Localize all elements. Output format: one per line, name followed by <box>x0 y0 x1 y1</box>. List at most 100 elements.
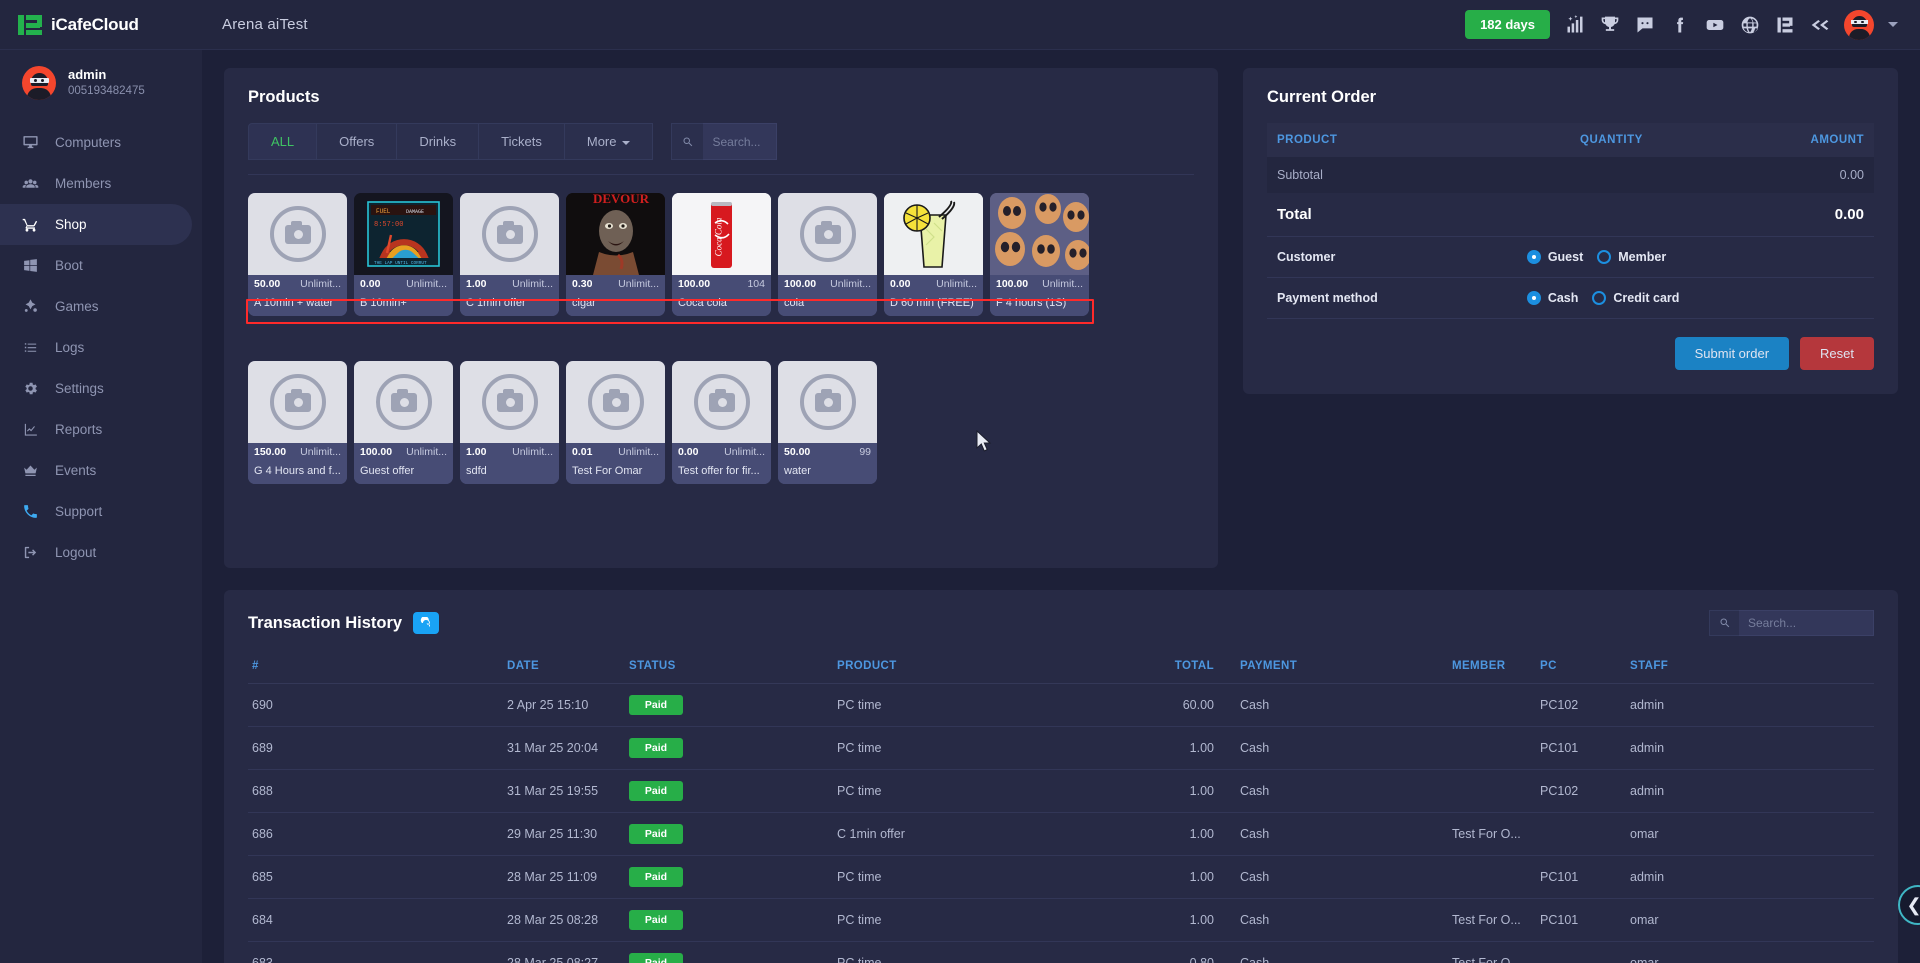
profile-id: 005193482475 <box>68 85 145 98</box>
product-card[interactable]: 0.00 Unlimit... Test offer for fir... <box>672 361 771 484</box>
globe-icon[interactable] <box>1739 14 1760 35</box>
page-content: Products ALL Offers Drinks Tickets More <box>202 50 1920 963</box>
submit-order-button[interactable]: Submit order <box>1674 337 1790 370</box>
top-panels-row: Products ALL Offers Drinks Tickets More <box>224 68 1898 568</box>
cell-product: C 1min offer <box>833 812 1163 856</box>
sidebar-item-boot[interactable]: Boot <box>0 245 202 286</box>
sidebar-profile[interactable]: admin 005193482475 <box>0 50 202 116</box>
status-badge: Paid <box>629 695 683 715</box>
tab-drinks[interactable]: Drinks <box>397 123 480 160</box>
sidebar-item-reports[interactable]: Reports <box>0 409 202 450</box>
product-card[interactable]: 100.00 Unlimit... Guest offer <box>354 361 453 484</box>
windows-icon <box>22 257 39 274</box>
sidebar-item-label: Computers <box>55 135 122 150</box>
product-meta: 50.00 99 <box>778 443 877 461</box>
col-payment[interactable]: PAYMENT <box>1218 650 1448 684</box>
sidebar-item-shop[interactable]: Shop <box>0 204 192 245</box>
tab-offers[interactable]: Offers <box>317 123 398 160</box>
product-card[interactable]: DEVOUR <box>566 193 665 316</box>
camera-placeholder-icon <box>693 374 750 430</box>
products-search-input[interactable] <box>703 123 778 160</box>
cell-staff: omar <box>1626 898 1874 942</box>
product-price: 100.00 <box>996 278 1029 290</box>
refresh-icon[interactable] <box>413 612 440 634</box>
site-title: Arena aiTest <box>222 16 308 33</box>
product-card[interactable]: 150.00 Unlimit... G 4 Hours and f... <box>248 361 347 484</box>
search-icon[interactable] <box>671 123 704 160</box>
trophy-icon[interactable] <box>1599 14 1620 35</box>
radio-cash[interactable]: Cash <box>1526 291 1578 305</box>
radio-member-label: Member <box>1618 250 1667 264</box>
table-row[interactable]: 690 2 Apr 25 15:10 Paid PC time 60.00 Ca… <box>248 683 1874 727</box>
product-thumbnail <box>672 361 771 443</box>
radio-credit-card[interactable]: Credit card <box>1592 291 1679 305</box>
table-row[interactable]: 688 31 Mar 25 19:55 Paid PC time 1.00 Ca… <box>248 769 1874 813</box>
sidebar-item-computers[interactable]: Computers <box>0 122 202 163</box>
product-card[interactable]: 0.00 Unlimit... D 60 min (FREE) <box>884 193 983 316</box>
product-name: C 1min offer <box>460 293 559 316</box>
sidebar-item-members[interactable]: Members <box>0 163 202 204</box>
camera-placeholder-icon <box>269 374 326 430</box>
product-card[interactable]: 100.00 Unlimit... F 4 hours (1S) <box>990 193 1089 316</box>
product-thumbnail <box>248 193 347 275</box>
product-stock: Unlimit... <box>936 278 977 290</box>
days-remaining-badge[interactable]: 182 days <box>1465 10 1550 39</box>
sidebar-item-logs[interactable]: Logs <box>0 327 202 368</box>
user-avatar[interactable] <box>1844 9 1874 40</box>
col-pc[interactable]: PC <box>1536 650 1626 684</box>
radio-member[interactable]: Member <box>1597 250 1666 264</box>
coca-cola-artwork: Coca Cola <box>672 193 771 275</box>
tab-more[interactable]: More <box>564 123 654 160</box>
discord-icon[interactable] <box>1634 14 1655 35</box>
cell-total: 60.00 <box>1163 683 1218 727</box>
product-card[interactable]: 1.00 Unlimit... sdfd <box>460 361 559 484</box>
tab-all[interactable]: ALL <box>248 123 318 160</box>
product-card[interactable]: 50.00 99 water <box>778 361 877 484</box>
divider <box>248 174 1194 175</box>
order-col-amount: AMOUNT <box>1706 123 1874 157</box>
chevron-down-icon[interactable] <box>1888 22 1898 27</box>
search-icon[interactable] <box>1709 610 1739 636</box>
cell-payment: Cash <box>1218 683 1448 727</box>
product-card[interactable]: 0.01 Unlimit... Test For Omar <box>566 361 665 484</box>
product-card[interactable]: 100.00 Unlimit... cola <box>778 193 877 316</box>
sidebar-item-games[interactable]: Games <box>0 286 202 327</box>
cell-staff: omar <box>1626 812 1874 856</box>
col-id[interactable]: # <box>248 650 503 684</box>
products-title: Products <box>248 88 320 106</box>
panel-collapse-toggle[interactable]: ❮ <box>1898 885 1920 925</box>
col-staff[interactable]: STAFF <box>1626 650 1874 684</box>
youtube-icon[interactable] <box>1704 14 1725 35</box>
col-date[interactable]: DATE <box>503 650 625 684</box>
facebook-icon[interactable] <box>1669 14 1690 35</box>
sidebar-item-logout[interactable]: Logout <box>0 532 202 573</box>
col-product[interactable]: PRODUCT <box>833 650 1163 684</box>
col-member[interactable]: MEMBER <box>1448 650 1536 684</box>
tab-tickets[interactable]: Tickets <box>479 123 565 160</box>
cell-payment: Cash <box>1218 941 1448 963</box>
icafecloud-icon[interactable] <box>1774 14 1795 35</box>
table-row[interactable]: 684 28 Mar 25 08:28 Paid PC time 1.00 Ca… <box>248 898 1874 942</box>
sidebar-item-events[interactable]: Events <box>0 450 202 491</box>
status-badge: Paid <box>629 781 683 801</box>
product-card[interactable]: Coca Cola 100.00 104 Coca cola <box>672 193 771 316</box>
table-row[interactable]: 683 28 Mar 25 08:27 Paid PC time 0.80 Ca… <box>248 941 1874 963</box>
product-card[interactable]: 1.00 Unlimit... C 1min offer <box>460 193 559 316</box>
snail-logo-icon[interactable] <box>1809 14 1830 35</box>
stats-icon[interactable] <box>1564 14 1585 35</box>
col-status[interactable]: STATUS <box>625 650 833 684</box>
product-card[interactable]: 50.00 Unlimit... A 10min + water <box>248 193 347 316</box>
radio-guest[interactable]: Guest <box>1526 250 1583 264</box>
table-row[interactable]: 689 31 Mar 25 20:04 Paid PC time 1.00 Ca… <box>248 726 1874 770</box>
col-total[interactable]: TOTAL <box>1163 650 1218 684</box>
transaction-search-input[interactable] <box>1739 610 1874 636</box>
cell-total: 1.00 <box>1163 769 1218 813</box>
transaction-title: Transaction History <box>248 613 403 632</box>
reset-button[interactable]: Reset <box>1800 337 1874 370</box>
brand-logo[interactable]: iCafeCloud <box>0 0 202 50</box>
table-row[interactable]: 685 28 Mar 25 11:09 Paid PC time 1.00 Ca… <box>248 855 1874 899</box>
table-row[interactable]: 686 29 Mar 25 11:30 Paid C 1min offer 1.… <box>248 812 1874 856</box>
product-card[interactable]: FUEL DAMAGE 8:57:00 THE LAP UNTIL CORRUT <box>354 193 453 316</box>
sidebar-item-support[interactable]: Support <box>0 491 202 532</box>
sidebar-item-settings[interactable]: Settings <box>0 368 202 409</box>
